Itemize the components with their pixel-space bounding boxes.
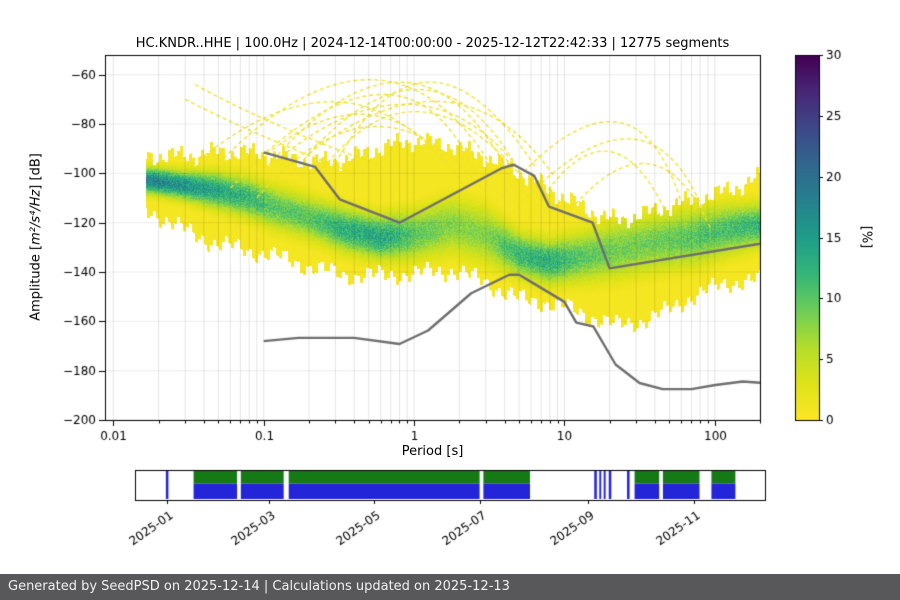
x-axis-label: Period [s] (401, 444, 464, 459)
y-axis-label: Amplitude [m²/s⁴/Hz] [dB] (29, 153, 44, 321)
colorbar-label: [%] (858, 225, 874, 249)
y-axis-label-units: m²/s⁴/Hz (28, 189, 44, 245)
ppsd-plot-canvas (0, 0, 900, 574)
footer-bar: Generated by SeedPSD on 2025-12-14 | Cal… (0, 574, 900, 600)
chart-title: HC.KNDR..HHE | 100.0Hz | 2024-12-14T00:0… (135, 36, 730, 51)
footer-text: Generated by SeedPSD on 2025-12-14 | Cal… (8, 579, 510, 594)
y-axis-label-prefix: Amplitude [ (28, 244, 44, 321)
y-axis-label-suffix: ] [dB] (28, 153, 44, 190)
